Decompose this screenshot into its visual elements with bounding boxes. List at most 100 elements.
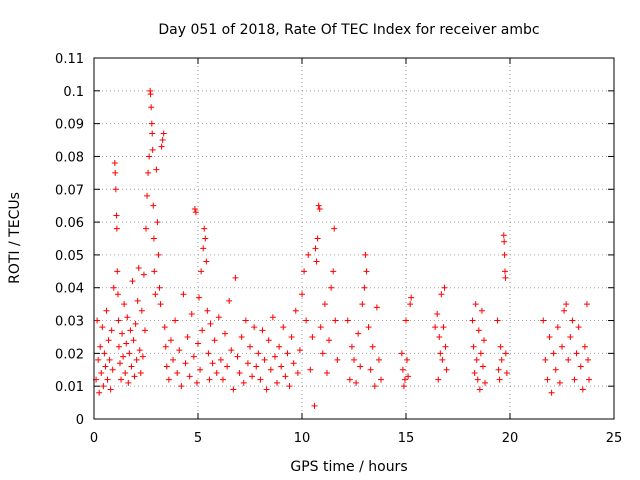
data-point — [119, 330, 126, 337]
data-point — [172, 317, 179, 324]
data-point — [267, 366, 274, 373]
data-point — [126, 350, 133, 357]
data-point — [249, 373, 256, 380]
data-point — [405, 373, 412, 380]
data-point — [170, 356, 177, 363]
data-point — [482, 379, 489, 386]
data-point — [309, 333, 316, 340]
y-tick-label: 0.03 — [55, 315, 84, 330]
data-point — [144, 192, 151, 199]
data-point — [263, 386, 270, 393]
data-point — [206, 376, 213, 383]
data-point — [470, 343, 477, 350]
data-point — [133, 356, 140, 363]
data-point — [399, 366, 406, 373]
data-point — [369, 343, 376, 350]
data-point — [556, 379, 563, 386]
data-point — [276, 343, 283, 350]
data-point — [240, 379, 247, 386]
data-point — [148, 120, 155, 127]
data-point — [219, 376, 226, 383]
data-point — [286, 383, 293, 390]
data-point — [123, 340, 130, 347]
y-tick-label: 0.01 — [55, 380, 84, 395]
data-point — [165, 376, 172, 383]
data-point — [151, 268, 158, 275]
data-point — [188, 310, 195, 317]
data-point — [109, 366, 116, 373]
data-point — [501, 238, 508, 245]
data-point — [120, 353, 127, 360]
x-axis-label: GPS time / hours — [290, 459, 407, 475]
data-point — [561, 307, 568, 314]
data-point — [540, 317, 547, 324]
data-point — [469, 317, 476, 324]
y-tick-label: 0.05 — [55, 249, 84, 264]
data-point — [502, 350, 509, 357]
data-point — [124, 314, 131, 321]
data-point — [115, 317, 122, 324]
data-point — [215, 314, 222, 321]
data-point — [367, 366, 374, 373]
data-points — [93, 87, 593, 409]
data-point — [99, 324, 106, 331]
data-point — [145, 169, 152, 176]
data-point — [440, 324, 447, 331]
data-point — [439, 356, 446, 363]
data-point — [274, 379, 281, 386]
data-point — [161, 324, 168, 331]
y-tick-label: 0.09 — [55, 118, 84, 133]
data-point — [259, 327, 266, 334]
data-point — [107, 386, 114, 393]
data-point — [282, 373, 289, 380]
data-point — [155, 251, 162, 258]
data-point — [147, 91, 154, 98]
data-point — [312, 245, 319, 252]
data-point — [437, 350, 444, 357]
data-point — [230, 386, 237, 393]
data-point — [294, 370, 301, 377]
data-point — [498, 356, 505, 363]
data-point — [132, 320, 139, 327]
y-tick-label: 0.06 — [55, 216, 84, 231]
data-point — [567, 333, 574, 340]
data-point — [334, 356, 341, 363]
data-point — [156, 284, 163, 291]
data-point — [438, 291, 445, 298]
data-point — [209, 360, 216, 367]
data-point — [193, 379, 200, 386]
data-point — [167, 337, 174, 344]
data-point — [403, 317, 409, 324]
data-point — [180, 291, 187, 298]
data-point — [117, 360, 123, 367]
data-point — [554, 324, 561, 331]
data-point — [436, 333, 443, 340]
data-point — [234, 353, 241, 360]
data-point — [326, 337, 333, 344]
data-point — [138, 307, 145, 314]
data-point — [571, 376, 578, 383]
data-point — [253, 363, 260, 370]
data-point — [552, 366, 559, 373]
data-point — [559, 343, 565, 350]
data-point — [186, 373, 193, 380]
data-point — [251, 324, 258, 331]
data-point — [257, 376, 264, 383]
data-point — [400, 383, 407, 390]
data-point — [199, 327, 206, 334]
data-point — [357, 363, 364, 370]
data-point — [296, 347, 303, 354]
data-point — [115, 343, 122, 350]
data-point — [204, 307, 211, 314]
data-point — [104, 376, 111, 383]
data-point — [442, 343, 449, 350]
data-point — [573, 350, 580, 357]
data-point — [141, 327, 148, 334]
data-point — [105, 337, 112, 344]
data-point — [152, 291, 159, 298]
y-axis-ticks: 0 0.01 0.02 0.03 0.04 0.05 0.06 0.07 0.08 0.09 0.1… — [55, 52, 614, 428]
data-point — [261, 356, 268, 363]
data-point — [202, 235, 209, 242]
data-point — [157, 301, 164, 308]
